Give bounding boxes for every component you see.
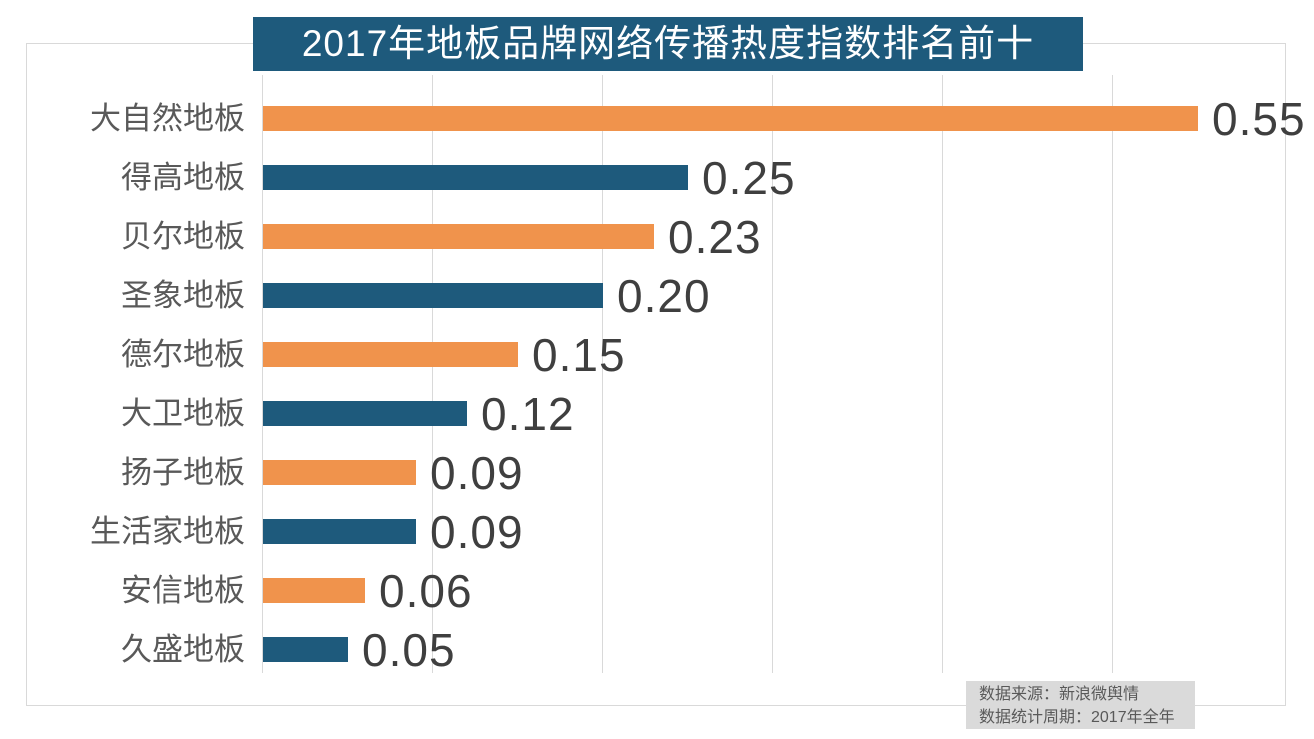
category-label: 久盛地板 xyxy=(121,631,245,667)
gridline xyxy=(942,75,943,673)
chart-title: 2017年地板品牌网络传播热度指数排名前十 xyxy=(301,23,1035,64)
value-label: 0.09 xyxy=(430,505,524,558)
gridline xyxy=(602,75,603,673)
axis-line xyxy=(262,75,263,673)
value-label: 0.25 xyxy=(702,151,796,204)
value-label: 0.05 xyxy=(362,623,456,676)
category-label: 大自然地板 xyxy=(90,100,245,136)
chart-title-banner: 2017年地板品牌网络传播热度指数排名前十 xyxy=(253,17,1083,71)
bar xyxy=(263,519,416,544)
value-label: 0.55 xyxy=(1212,92,1306,145)
category-label: 大卫地板 xyxy=(121,395,245,431)
bar xyxy=(263,578,365,603)
category-label: 圣象地板 xyxy=(121,277,245,313)
source-box: 数据来源：新浪微舆情 数据统计周期：2017年全年 xyxy=(966,681,1195,729)
value-label: 0.06 xyxy=(379,564,473,617)
value-label: 0.12 xyxy=(481,387,575,440)
bar xyxy=(263,283,603,308)
source-line-1: 数据来源：新浪微舆情 xyxy=(979,686,1140,703)
chart-frame xyxy=(26,43,1286,706)
bar xyxy=(263,106,1198,131)
bar xyxy=(263,401,467,426)
bar xyxy=(263,342,518,367)
gridline xyxy=(772,75,773,673)
value-label: 0.09 xyxy=(430,446,524,499)
source-line-2: 数据统计周期：2017年全年 xyxy=(979,709,1175,726)
category-label: 得高地板 xyxy=(121,159,245,195)
value-label: 0.23 xyxy=(668,210,762,263)
category-label: 贝尔地板 xyxy=(121,218,245,254)
value-label: 0.20 xyxy=(617,269,711,322)
bar xyxy=(263,637,348,662)
category-label: 安信地板 xyxy=(121,572,245,608)
value-label: 0.15 xyxy=(532,328,626,381)
bar xyxy=(263,165,688,190)
bar xyxy=(263,224,654,249)
category-label: 生活家地板 xyxy=(90,513,245,549)
gridline xyxy=(1112,75,1113,673)
category-label: 德尔地板 xyxy=(121,336,245,372)
gridline xyxy=(432,75,433,673)
bar xyxy=(263,460,416,485)
category-label: 扬子地板 xyxy=(121,454,245,490)
